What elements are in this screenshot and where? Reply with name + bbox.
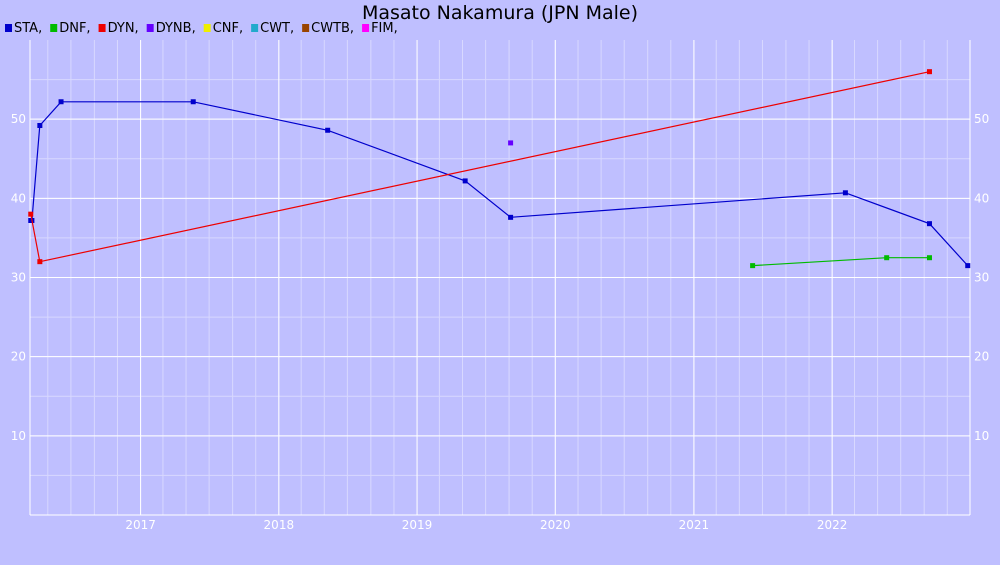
y-tick-label-right: 50 bbox=[974, 112, 989, 126]
grid bbox=[30, 40, 970, 515]
legend-swatch bbox=[203, 24, 211, 32]
y-tick-label-right: 30 bbox=[974, 271, 989, 285]
data-point bbox=[842, 190, 848, 196]
series-dyn bbox=[28, 69, 932, 265]
data-point bbox=[28, 211, 34, 217]
legend-swatch bbox=[50, 24, 58, 32]
data-point bbox=[508, 140, 514, 146]
legend-item: FIM, bbox=[362, 21, 398, 36]
y-tick-label-right: 40 bbox=[974, 191, 989, 205]
data-point bbox=[58, 99, 64, 105]
data-point bbox=[926, 255, 932, 261]
x-tick-label: 2018 bbox=[264, 518, 295, 532]
legend-swatch bbox=[302, 24, 310, 32]
legend-swatch bbox=[98, 24, 106, 32]
legend-item: DYNB, bbox=[146, 21, 196, 36]
data-point bbox=[325, 127, 331, 133]
x-tick-label: 2017 bbox=[125, 518, 156, 532]
legend-item: CNF, bbox=[203, 21, 243, 36]
series-dynb bbox=[508, 140, 514, 146]
data-point bbox=[190, 99, 196, 105]
y-tick-label-right: 10 bbox=[974, 429, 989, 443]
series-layer bbox=[28, 69, 971, 269]
x-tick-label: 2021 bbox=[679, 518, 710, 532]
legend-item: CWTB, bbox=[302, 21, 354, 36]
legend-swatch bbox=[5, 24, 12, 32]
data-point bbox=[37, 123, 43, 128]
legend-label: DYNB, bbox=[156, 21, 196, 36]
legend-label: FIM, bbox=[371, 21, 398, 36]
legend: STA, DNF, DYN, DYNB, CNF, CWT, CWTB, FIM, bbox=[5, 21, 398, 36]
legend-label: CWT, bbox=[260, 21, 294, 36]
legend-item: STA, bbox=[5, 21, 42, 36]
legend-label: STA, bbox=[14, 21, 42, 36]
legend-label: DNF, bbox=[59, 21, 90, 36]
data-point bbox=[508, 214, 514, 220]
y-tick-label-left: 40 bbox=[11, 191, 26, 205]
legend-swatch bbox=[146, 24, 154, 32]
y-tick-label-left: 50 bbox=[11, 112, 26, 126]
legend-item: DYN, bbox=[98, 21, 139, 36]
data-point bbox=[965, 263, 971, 269]
y-tick-label-left: 30 bbox=[11, 271, 26, 285]
legend-label: DYN, bbox=[108, 21, 139, 36]
x-tick-label: 2022 bbox=[817, 518, 848, 532]
data-point bbox=[750, 263, 756, 269]
x-tick-label: 2019 bbox=[402, 518, 433, 532]
x-tick-label: 2020 bbox=[540, 518, 571, 532]
data-point bbox=[462, 178, 468, 184]
data-point bbox=[37, 259, 43, 265]
legend-item: DNF, bbox=[50, 21, 91, 36]
data-point bbox=[884, 255, 890, 261]
legend-label: CWTB, bbox=[311, 21, 354, 36]
y-tick-label-right: 20 bbox=[974, 350, 989, 364]
legend-item: CWT, bbox=[251, 21, 294, 36]
legend-label: CNF, bbox=[213, 21, 243, 36]
y-tick-label-left: 10 bbox=[11, 429, 26, 443]
data-point bbox=[926, 221, 932, 227]
y-tick-label-left: 20 bbox=[11, 350, 26, 364]
series-dnf bbox=[750, 255, 932, 269]
legend-swatch bbox=[251, 24, 259, 32]
chart-title: Masato Nakamura (JPN Male) bbox=[362, 2, 638, 24]
legend-swatch bbox=[362, 24, 370, 32]
data-point bbox=[926, 69, 932, 75]
